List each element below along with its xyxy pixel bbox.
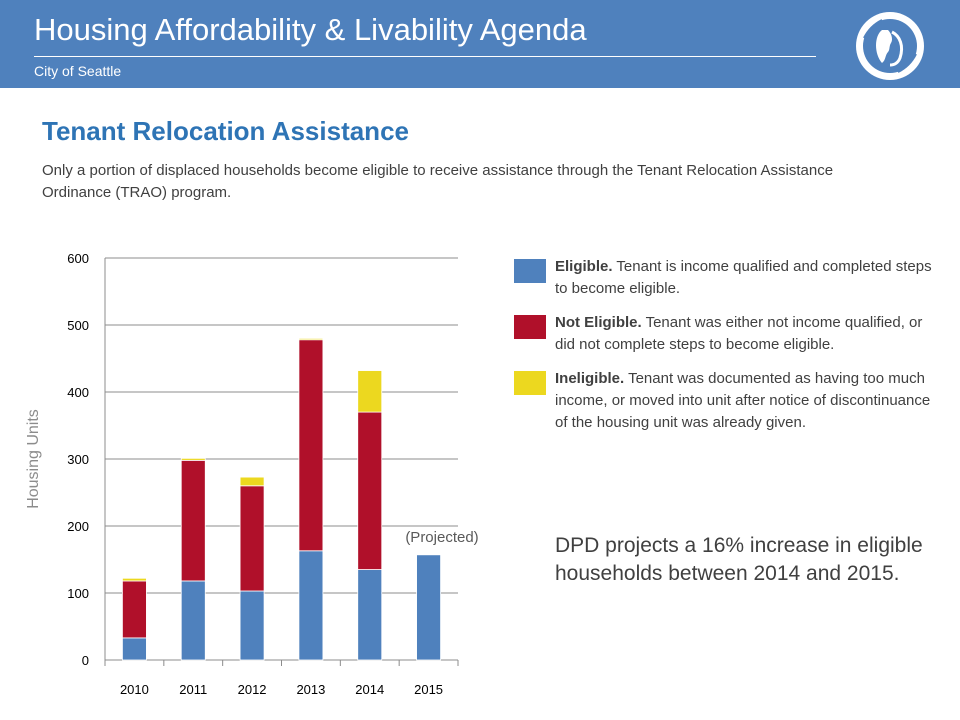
legend-name: Ineligible. [555,370,625,387]
x-tick-label: 2012 [238,682,267,697]
bar-segment [122,577,147,582]
y-tick-label: 600 [67,251,89,266]
x-tick-label: 2013 [296,682,325,697]
bar-segment [180,580,206,661]
seattle-seal-icon [856,12,924,80]
legend-swatch-ineligible [514,371,546,395]
slide-title: Tenant Relocation Assistance [42,116,409,146]
legend-desc: Tenant was either not income qualified, … [555,314,923,353]
bar-segment [357,569,383,661]
legend-name: Not Eligible. [555,314,642,331]
bar-segment [180,459,206,582]
bar-segment [298,339,324,552]
bar-segment [239,476,265,487]
projection-annotation: (Projected) [405,529,478,546]
projection-note: DPD projects a 16% increase in eligible … [555,534,923,585]
y-tick-label: 500 [67,318,89,333]
legend-desc: Tenant was documented as having too much… [555,370,931,431]
legend-swatch-eligible [514,259,546,283]
x-tick-label: 2011 [179,682,207,697]
legend-item-not-eligible: Not Eligible. Tenant was either not inco… [514,312,934,356]
bar-segment [298,338,324,341]
header-divider [34,56,816,57]
bar-segment [298,550,324,661]
header-bar: Housing Affordability & Livability Agend… [0,0,960,88]
legend-item-eligible: Eligible. Tenant is income qualified and… [514,256,934,300]
x-tick-label: 2015 [414,682,443,697]
bar-segment [239,590,265,661]
legend-name: Eligible. [555,258,613,275]
legend-item-ineligible: Ineligible. Tenant was documented as hav… [514,368,934,434]
stacked-bar-chart: 0 100 200 300 400 500 600 2010 2011 2012 2013 2014 2… [25,251,479,697]
bar-segment [180,457,206,461]
y-tick-label: 100 [67,586,89,601]
x-tick-label: 2014 [355,682,384,697]
bar-segment [122,580,147,639]
legend-swatch-not-eligible [514,315,546,339]
header-subtitle: City of Seattle [34,63,122,79]
legend-desc: Tenant is income qualified and completed… [555,258,932,297]
bar-segment [416,554,441,661]
bar-segment [357,411,383,570]
bar-segment [239,485,265,592]
bar-segment [357,370,383,413]
legend: Eligible. Tenant is income qualified and… [514,256,934,446]
y-tick-label: 300 [67,452,89,467]
y-axis-label: Housing Units [25,409,42,509]
y-tick-label: 0 [82,653,89,668]
bar-segment [122,637,147,661]
header-title: Housing Affordability & Livability Agend… [34,12,587,47]
x-tick-label: 2010 [120,682,149,697]
y-tick-label: 400 [67,385,89,400]
y-tick-label: 200 [67,519,89,534]
intro-text: Only a portion of displaced households b… [42,162,834,201]
